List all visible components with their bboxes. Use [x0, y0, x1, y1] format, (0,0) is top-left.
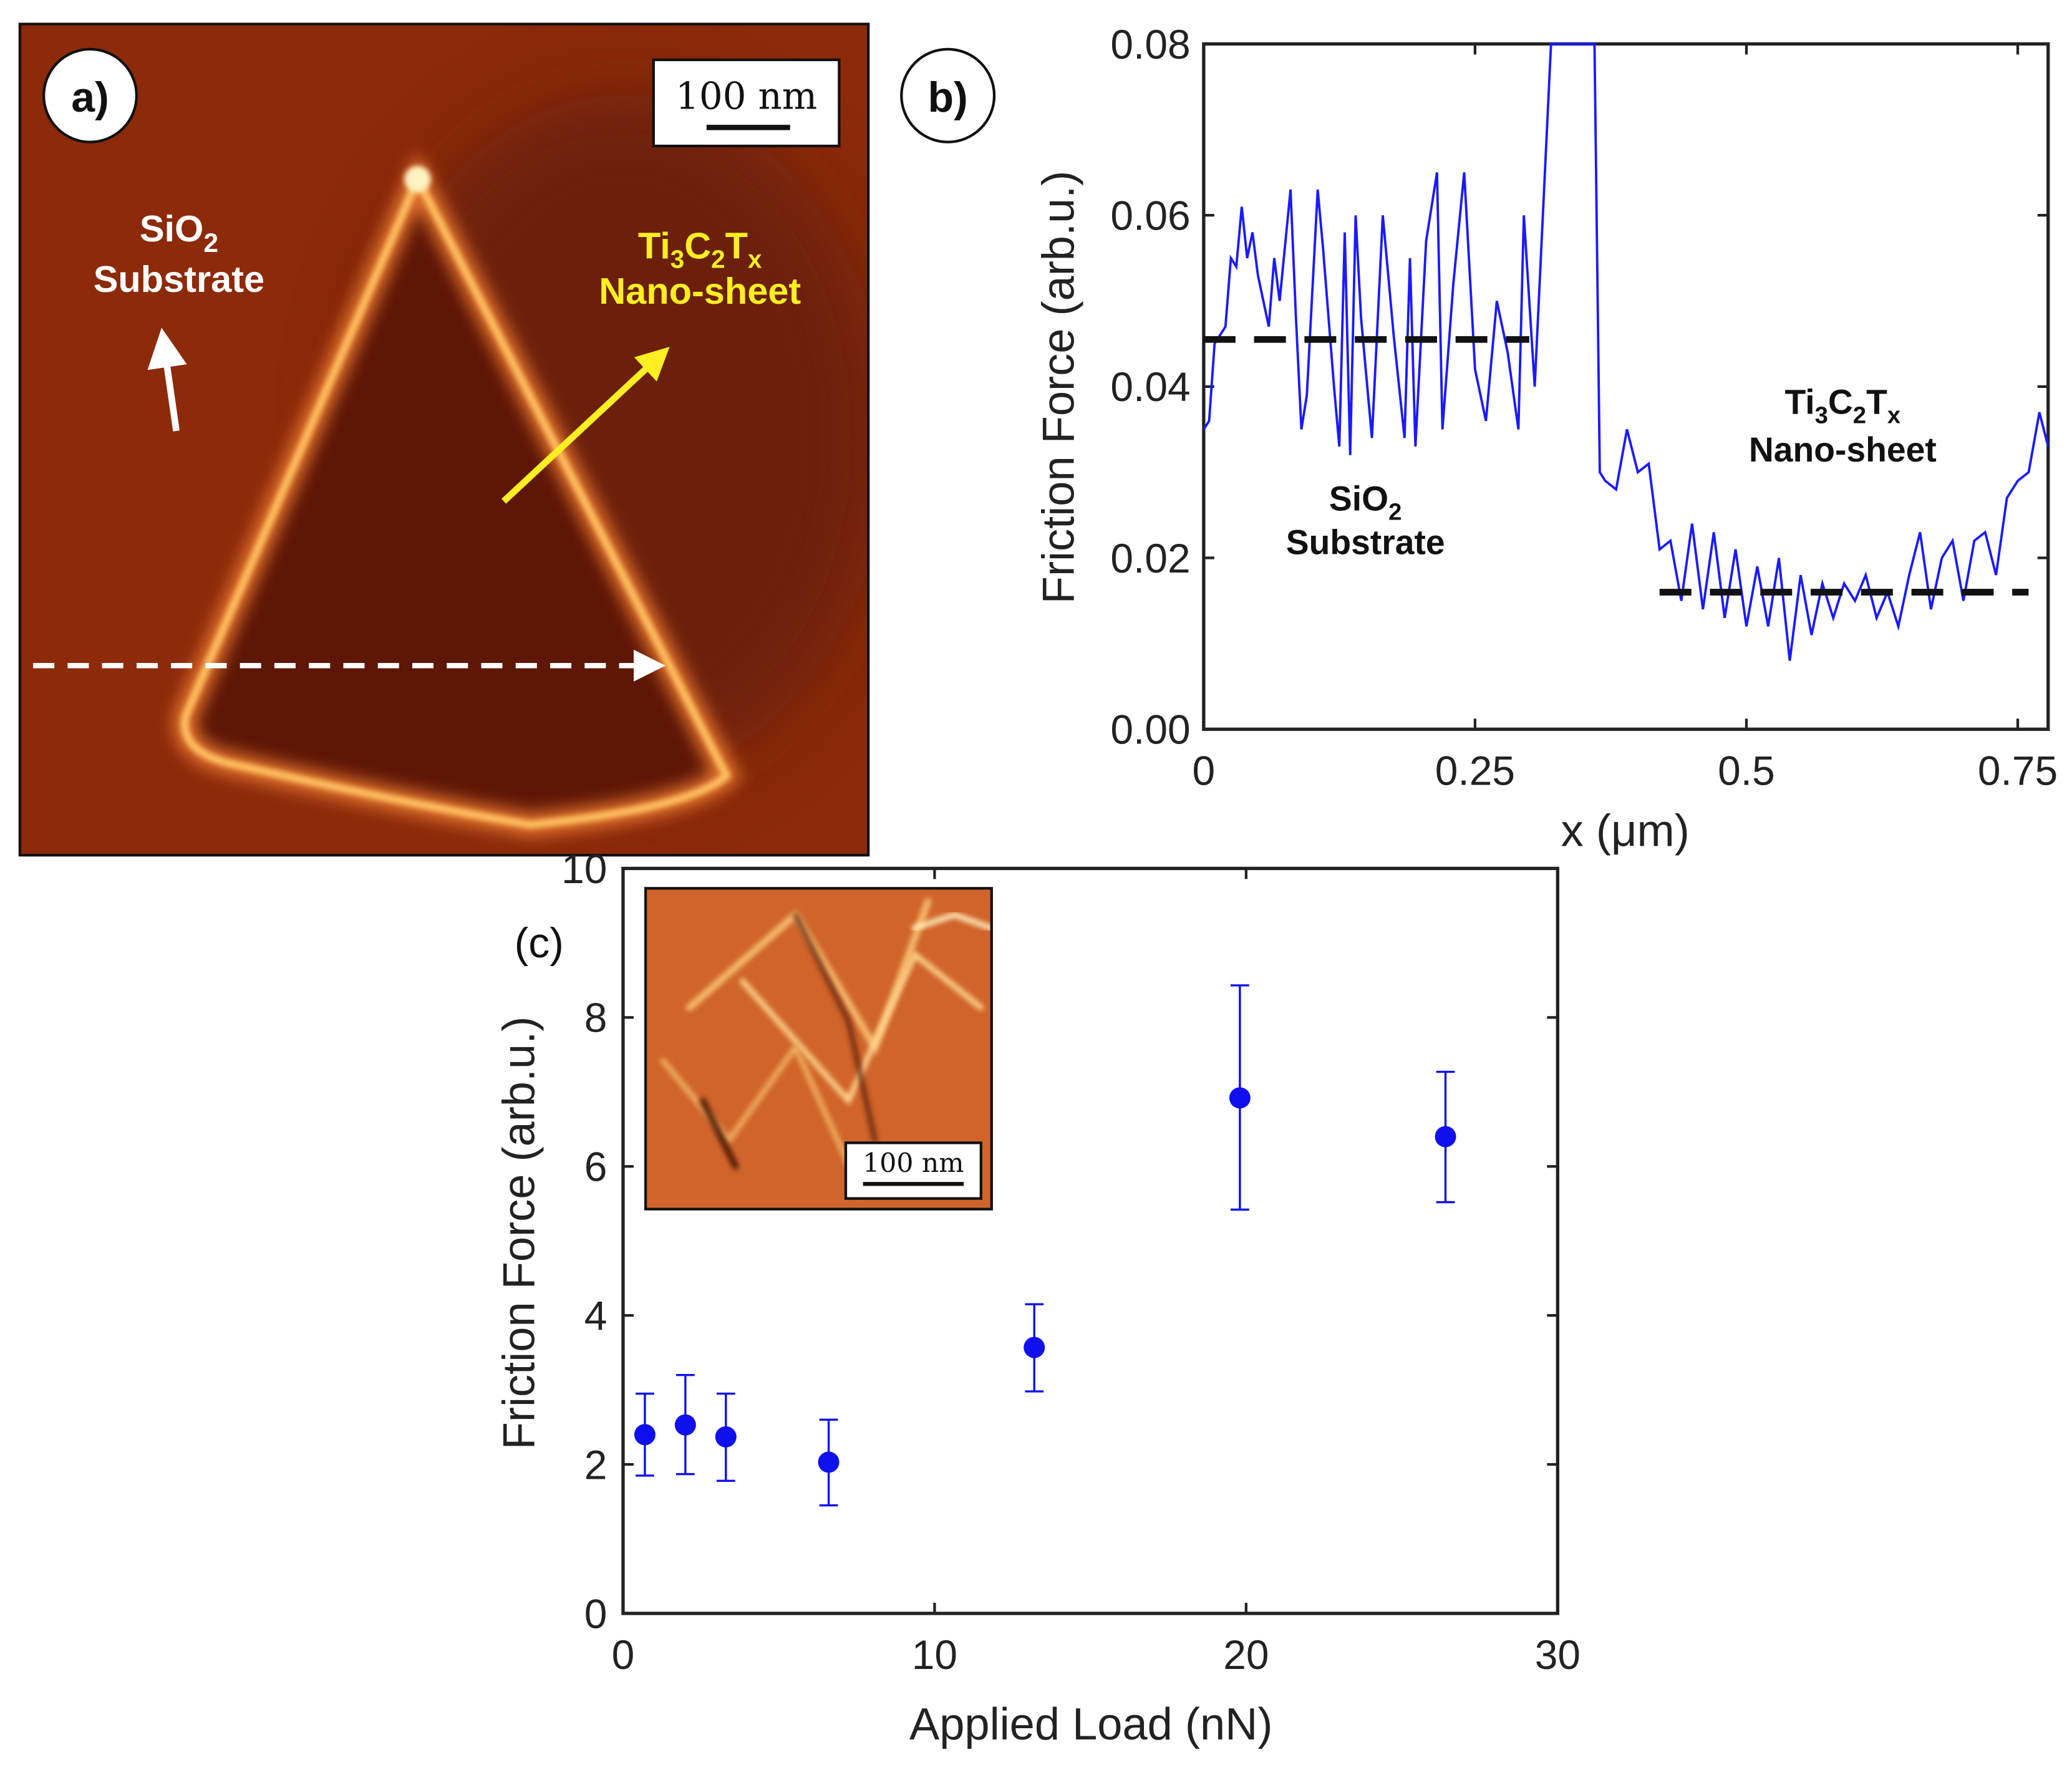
x-tick-label: 0: [612, 1632, 635, 1678]
data-point: [715, 1426, 737, 1448]
svg-text:100 nm: 100 nm: [675, 75, 817, 118]
y-tick-label: 0.02: [1110, 535, 1190, 581]
panel-b-chart: b) Friction Force (arb.u.) x (μm) SiO2 S…: [900, 21, 2058, 856]
y-tick-label: 0.00: [1110, 707, 1190, 753]
nanosheet-annotation-line2: Nano-sheet: [1749, 430, 1937, 469]
data-point: [634, 1424, 656, 1446]
y-tick-label: 0.08: [1110, 21, 1190, 67]
x-tick-label: 20: [1223, 1632, 1269, 1678]
panel-b-badge: [900, 47, 996, 143]
panel-a-badge: [42, 47, 138, 143]
substrate-label: SiO2: [140, 208, 218, 258]
data-point: [1435, 1126, 1456, 1148]
inset-scale-bar: 100 nm: [863, 1148, 964, 1179]
data-point: [1229, 1087, 1251, 1109]
substrate-arrow: [147, 327, 187, 432]
friction-line-series: [1203, 42, 2050, 661]
y-tick-label: 4: [584, 1292, 608, 1338]
x-tick-label: 0.75: [1978, 748, 2058, 794]
nanosheet-arrow: [501, 347, 670, 504]
panel-a-afm-image: [19, 24, 869, 856]
inset-scale-bar-box: [844, 1141, 982, 1200]
y-tick-label: 0.04: [1110, 364, 1190, 410]
y-tick-label: 6: [584, 1144, 608, 1190]
plot-frame: [621, 866, 1560, 1615]
x-axis-label: Applied Load (nN): [909, 1700, 1272, 1749]
x-tick-label: 0: [1193, 748, 1216, 794]
inset-afm-image: 100 nm: [646, 888, 992, 1209]
substrate-label-line2: Substrate: [94, 258, 264, 300]
panel-c-chart: (c) Friction Force (arb.u.) Applied Load…: [495, 846, 1581, 1749]
x-tick-label: 30: [1535, 1632, 1581, 1678]
y-tick-label: 0.06: [1110, 193, 1190, 239]
data-point: [818, 1451, 840, 1473]
scale-bar: 100 nm: [652, 58, 841, 148]
substrate-annotation: SiO2: [1329, 480, 1402, 526]
x-tick-label: 10: [912, 1632, 957, 1678]
y-tick-label: 2: [584, 1441, 608, 1487]
substrate-annotation-line2: Substrate: [1286, 523, 1445, 562]
plot-frame: [1202, 42, 2050, 731]
nanosheet-label-line2: Nano-sheet: [599, 270, 801, 312]
y-tick-label: 10: [561, 846, 607, 892]
x-tick-label: 0.5: [1718, 748, 1775, 794]
panel-b-label: b): [928, 74, 968, 121]
y-tick-label: 0: [584, 1590, 608, 1637]
x-axis-label: x (μm): [1561, 806, 1690, 856]
y-tick-label: 8: [584, 995, 608, 1041]
panel-a-label: a): [71, 74, 109, 121]
nanosheet-annotation: Ti3C2Tx: [1785, 382, 1901, 428]
y-axis-label: Friction Force (arb.u.): [495, 1017, 545, 1450]
y-axis-label: Friction Force (arb.u.): [1034, 171, 1084, 604]
panel-c-label: (c): [515, 919, 564, 967]
x-tick-label: 0.25: [1435, 748, 1515, 794]
nanosheet-label: Ti3C2Tx: [638, 225, 762, 274]
data-point: [674, 1414, 696, 1436]
data-point: [1024, 1337, 1045, 1358]
